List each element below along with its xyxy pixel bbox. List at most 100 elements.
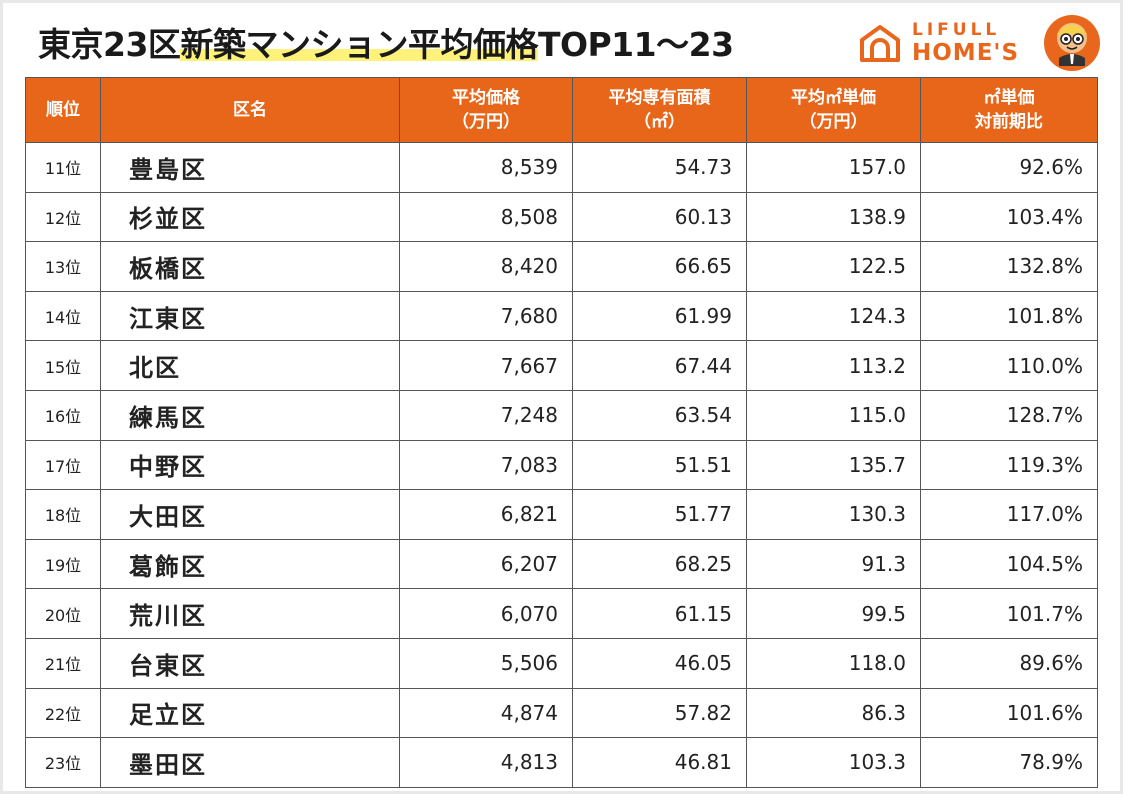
table-row: 18位 大田区 6,821 51.77 130.3 117.0% bbox=[25, 489, 1098, 540]
header-area-line2: （㎡） bbox=[634, 112, 685, 132]
title-part1: 東京23区 bbox=[38, 25, 181, 64]
ward-name-cell: 足立区 bbox=[100, 687, 400, 739]
yoy-cell: 117.0% bbox=[920, 489, 1098, 540]
logo-line2: HOME'S bbox=[912, 40, 1020, 66]
price-cell: 4,874 bbox=[399, 687, 573, 739]
ward-name-cell: 北区 bbox=[100, 340, 400, 391]
yoy-cell: 128.7% bbox=[920, 389, 1098, 441]
price-cell: 8,420 bbox=[399, 241, 573, 292]
rank-cell: 19位 bbox=[25, 538, 101, 590]
rank-cell: 15位 bbox=[25, 340, 101, 391]
ranking-table: 順位 区名 平均価格 （万円） 平均専有面積 （㎡） 平均㎡単価 （万円） ㎡単価対前… bbox=[25, 77, 1098, 788]
rank-cell: 18位 bbox=[25, 489, 101, 540]
unit-price-cell: 86.3 bbox=[746, 687, 921, 739]
ward-name-cell: 杉並区 bbox=[100, 191, 400, 243]
table-row: 12位 杉並区 8,508 60.13 138.9 103.4% bbox=[25, 191, 1098, 243]
price-cell: 6,070 bbox=[399, 588, 573, 639]
table-row: 15位 北区 7,667 67.44 113.2 110.0% bbox=[25, 340, 1098, 391]
unit-price-cell: 130.3 bbox=[746, 489, 921, 540]
logo-line1: LIFULL bbox=[912, 20, 1001, 40]
area-cell: 51.51 bbox=[572, 439, 747, 491]
area-cell: 61.99 bbox=[572, 290, 747, 342]
ward-name-cell: 荒川区 bbox=[100, 588, 400, 639]
price-cell: 7,680 bbox=[399, 290, 573, 342]
area-cell: 51.77 bbox=[572, 489, 747, 540]
yoy-cell: 101.8% bbox=[920, 290, 1098, 342]
ward-name-cell: 江東区 bbox=[100, 290, 400, 342]
price-cell: 7,248 bbox=[399, 389, 573, 441]
ward-name-cell: 大田区 bbox=[100, 489, 400, 540]
table-header-row: 順位 区名 平均価格 （万円） 平均専有面積 （㎡） 平均㎡単価 （万円） ㎡単価対前… bbox=[25, 77, 1098, 143]
header-yoy-line2: 対前期比 bbox=[975, 112, 1043, 132]
table-row: 13位 板橋区 8,420 66.65 122.5 132.8% bbox=[25, 241, 1098, 292]
rank-cell: 22位 bbox=[25, 687, 101, 739]
price-cell: 8,508 bbox=[399, 191, 573, 243]
price-cell: 7,083 bbox=[399, 439, 573, 491]
rank-cell: 21位 bbox=[25, 637, 101, 689]
unit-price-cell: 99.5 bbox=[746, 588, 921, 639]
lifull-homes-logo: LIFULL HOME'S bbox=[858, 18, 1038, 66]
yoy-cell: 89.6% bbox=[920, 637, 1098, 689]
unit-price-cell: 124.3 bbox=[746, 290, 921, 342]
table-row: 14位 江東区 7,680 61.99 124.3 101.8% bbox=[25, 290, 1098, 342]
header-name: 区名 bbox=[100, 77, 400, 143]
title-part2: TOP11〜23 bbox=[537, 25, 734, 64]
header-yoy-line1: ㎡単価 bbox=[983, 88, 1035, 108]
table-row: 19位 葛飾区 6,207 68.25 91.3 104.5% bbox=[25, 538, 1098, 590]
yoy-cell: 104.5% bbox=[920, 538, 1098, 590]
price-cell: 8,539 bbox=[399, 142, 573, 193]
unit-price-cell: 157.0 bbox=[746, 142, 921, 193]
ward-name-cell: 練馬区 bbox=[100, 389, 400, 441]
header-unit-line2: （万円） bbox=[799, 112, 868, 132]
rank-cell: 16位 bbox=[25, 389, 101, 441]
unit-price-cell: 103.3 bbox=[746, 737, 921, 788]
header-rank: 順位 bbox=[25, 77, 101, 143]
header-price-line2: （万円） bbox=[452, 112, 520, 132]
unit-price-cell: 118.0 bbox=[746, 637, 921, 689]
ward-name-cell: 墨田区 bbox=[100, 737, 400, 788]
yoy-cell: 119.3% bbox=[920, 439, 1098, 491]
ward-name-cell: 中野区 bbox=[100, 439, 400, 491]
unit-price-cell: 122.5 bbox=[746, 241, 921, 292]
header-area-line1: 平均専有面積 bbox=[608, 88, 711, 108]
area-cell: 57.82 bbox=[572, 687, 747, 739]
area-cell: 68.25 bbox=[572, 538, 747, 590]
table-row: 16位 練馬区 7,248 63.54 115.0 128.7% bbox=[25, 389, 1098, 441]
price-cell: 6,207 bbox=[399, 538, 573, 590]
table-row: 11位 豊島区 8,539 54.73 157.0 92.6% bbox=[25, 142, 1098, 193]
unit-price-cell: 115.0 bbox=[746, 389, 921, 441]
rank-cell: 23位 bbox=[25, 737, 101, 788]
table-row: 21位 台東区 5,506 46.05 118.0 89.6% bbox=[25, 637, 1098, 689]
area-cell: 46.81 bbox=[572, 737, 747, 788]
table-row: 17位 中野区 7,083 51.51 135.7 119.3% bbox=[25, 439, 1098, 491]
ward-name-cell: 葛飾区 bbox=[100, 538, 400, 590]
yoy-cell: 92.6% bbox=[920, 142, 1098, 193]
rank-cell: 13位 bbox=[25, 241, 101, 292]
header-unit-line1: 平均㎡単価 bbox=[791, 88, 876, 108]
header-area: 平均専有面積 （㎡） bbox=[572, 77, 747, 143]
unit-price-cell: 135.7 bbox=[746, 439, 921, 491]
price-cell: 5,506 bbox=[399, 637, 573, 689]
page-title: 東京23区新築マンション平均価格TOP11〜23 bbox=[38, 18, 734, 68]
ward-name-cell: 豊島区 bbox=[100, 142, 400, 193]
area-cell: 67.44 bbox=[572, 340, 747, 391]
header-price-line1: 平均価格 bbox=[452, 88, 520, 108]
area-cell: 60.13 bbox=[572, 191, 747, 243]
price-cell: 4,813 bbox=[399, 737, 573, 788]
yoy-cell: 110.0% bbox=[920, 340, 1098, 391]
yoy-cell: 101.6% bbox=[920, 687, 1098, 739]
yoy-cell: 78.9% bbox=[920, 737, 1098, 788]
area-cell: 61.15 bbox=[572, 588, 747, 639]
yoy-cell: 132.8% bbox=[920, 241, 1098, 292]
unit-price-cell: 113.2 bbox=[746, 340, 921, 391]
price-cell: 7,667 bbox=[399, 340, 573, 391]
rank-cell: 11位 bbox=[25, 142, 101, 193]
unit-price-cell: 138.9 bbox=[746, 191, 921, 243]
rank-cell: 14位 bbox=[25, 290, 101, 342]
title-highlight: 新築マンション平均価格 bbox=[180, 25, 538, 64]
header-unit-price: 平均㎡単価 （万円） bbox=[746, 77, 921, 143]
header-yoy: ㎡単価 対前期比 bbox=[920, 77, 1098, 143]
rank-cell: 17位 bbox=[25, 439, 101, 491]
house-logo-icon bbox=[860, 25, 900, 62]
mascot-icon bbox=[1044, 15, 1100, 71]
